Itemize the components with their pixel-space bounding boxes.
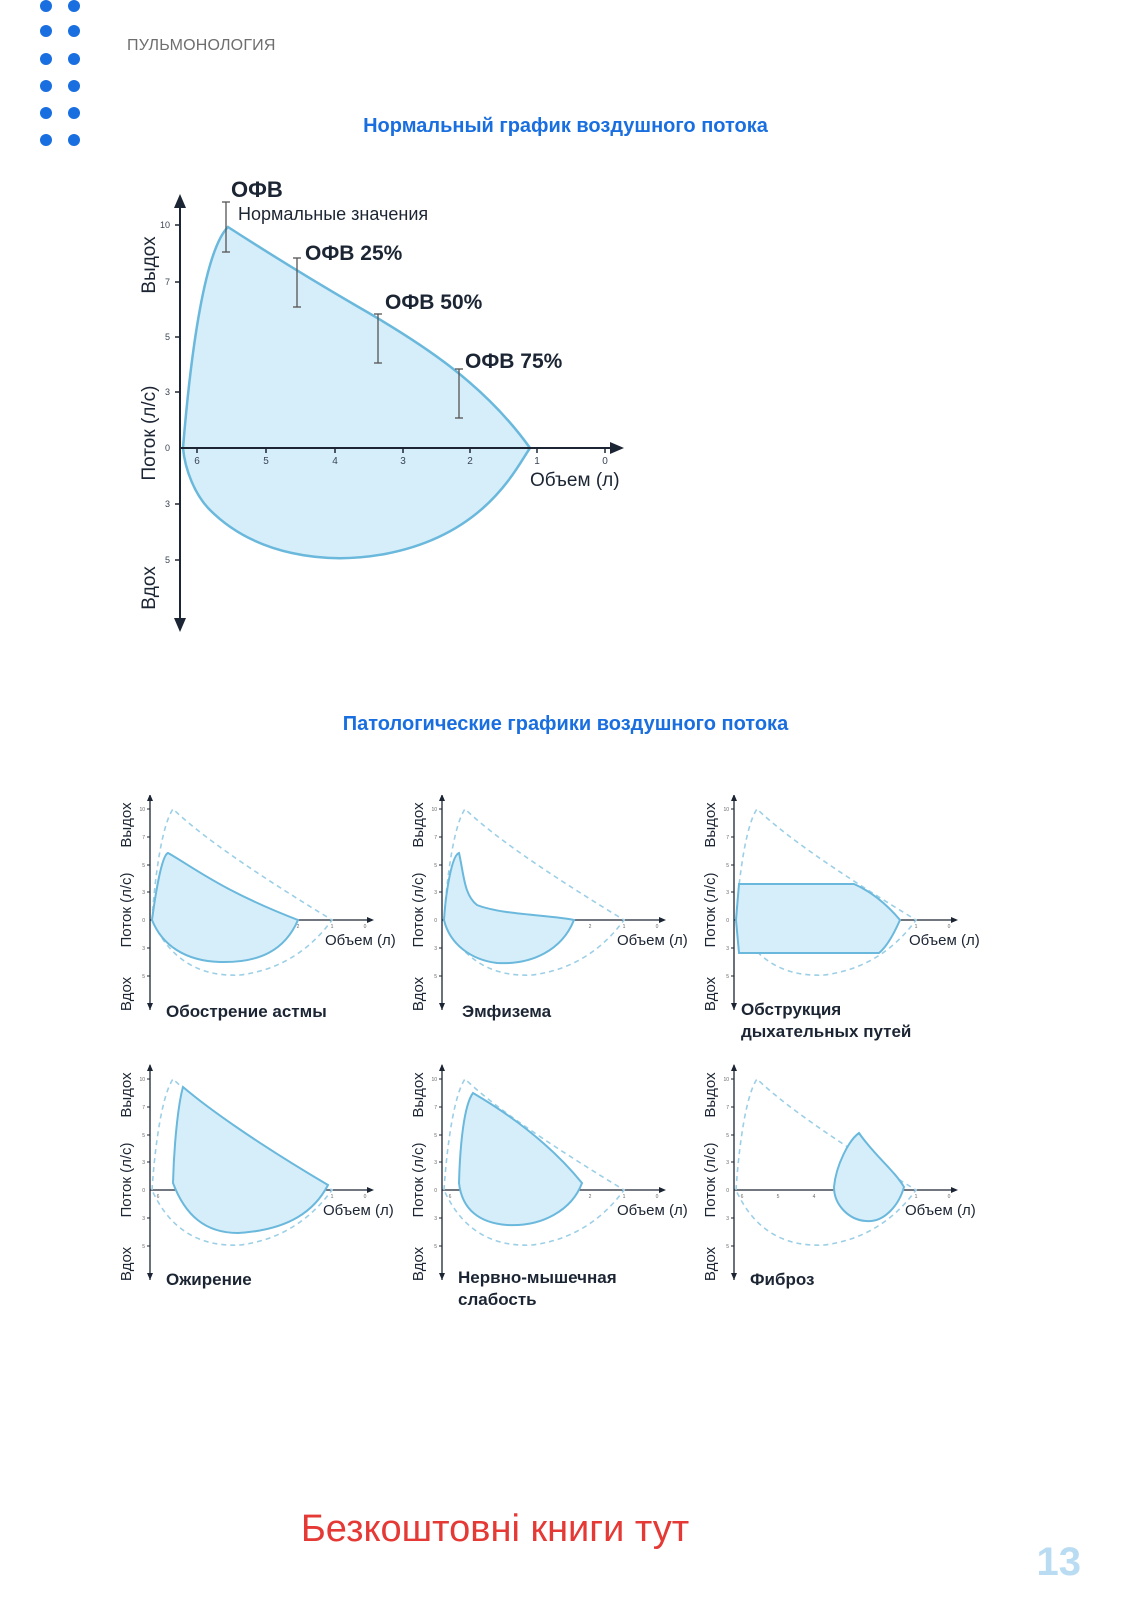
chart-emphysema (430, 795, 667, 1011)
y-tick-label: 0 (165, 443, 170, 453)
y-tick-label: 7 (165, 277, 170, 287)
svg-text:Вдох: Вдох (702, 1246, 719, 1281)
chart-neuromuscular (430, 1063, 667, 1281)
svg-text:Вдох: Вдох (702, 976, 719, 1011)
section-label: ПУЛЬМОНОЛОГИЯ (127, 37, 276, 54)
y-tick-label: 10 (160, 220, 170, 230)
chart-fibrosis (722, 1063, 959, 1281)
y-axis-exhale-label: Выдох (139, 236, 160, 294)
fev50-label: ОФВ 50% (385, 291, 483, 314)
x-tick-label: 3 (400, 456, 406, 467)
page-number: 13 (1036, 1540, 1082, 1584)
caption-obstruction-2: дыхательных путей (741, 1022, 911, 1041)
svg-text:Поток (л/с): Поток (л/с) (702, 873, 719, 948)
y-tick-label: 3 (165, 499, 170, 509)
x-tick-label: 6 (194, 456, 200, 467)
x-tick-label: 4 (332, 456, 338, 467)
caption-obesity: Ожирение (166, 1270, 252, 1289)
y-tick-label: 3 (165, 387, 170, 397)
x-tick-label: 2 (467, 456, 473, 467)
free-books-link[interactable]: Безкоштовні книги тут (300, 1508, 690, 1550)
fev75-label: ОФВ 75% (465, 350, 563, 373)
y-axis-flow-label: Поток (л/с) (139, 386, 160, 481)
svg-text:Выдох: Выдох (118, 802, 135, 848)
svg-text:Поток (л/с): Поток (л/с) (702, 1143, 719, 1218)
svg-text:Объем (л): Объем (л) (325, 932, 396, 949)
svg-text:Объем (л): Объем (л) (323, 1202, 394, 1219)
caption-obstruction-1: Обструкция (741, 1000, 841, 1019)
x-tick-label: 5 (263, 456, 269, 467)
svg-text:Выдох: Выдох (410, 1072, 427, 1118)
fev-normal-note: Нормальные значения (238, 204, 428, 224)
fev25-label: ОФВ 25% (305, 242, 403, 265)
x-tick-label: 1 (534, 456, 540, 467)
y-tick-label: 5 (165, 332, 170, 342)
x-tick-label: 0 (602, 456, 608, 467)
pathological-heading: Патологические графики воздушного потока (342, 713, 789, 735)
svg-text:Вдох: Вдох (118, 1246, 135, 1281)
svg-text:Поток (л/с): Поток (л/с) (410, 1143, 427, 1218)
caption-emphysema: Эмфизема (462, 1002, 552, 1021)
caption-fibrosis: Фиброз (750, 1270, 814, 1289)
y-axis-inhale-label: Вдох (139, 566, 160, 610)
normal-chart-heading: Нормальный график воздушного потока (363, 115, 768, 137)
y-tick-label: 5 (165, 555, 170, 565)
fev-peak-label: ОФВ (231, 177, 283, 202)
svg-text:Объем (л): Объем (л) (617, 932, 688, 949)
chart-airway-obstruction (722, 795, 959, 1011)
svg-text:Объем (л): Объем (л) (617, 1202, 688, 1219)
svg-text:Поток (л/с): Поток (л/с) (410, 873, 427, 948)
flow-volume-loop (181, 225, 532, 560)
svg-text:Вдох: Вдох (410, 976, 427, 1011)
chart-obesity (138, 1063, 375, 1281)
x-axis-label: Объем (л) (530, 470, 620, 491)
caption-neuromuscular-2: слабость (458, 1290, 537, 1309)
caption-asthma: Обострение астмы (166, 1002, 327, 1021)
svg-text:Вдох: Вдох (410, 1246, 427, 1281)
svg-text:Объем (л): Объем (л) (905, 1202, 976, 1219)
svg-text:Объем (л): Объем (л) (909, 932, 980, 949)
svg-text:Выдох: Выдох (702, 802, 719, 848)
normal-flow-volume-chart: 10 7 5 3 0 3 5 6 5 4 3 2 1 0 Выдох Поток… (139, 177, 624, 632)
chart-asthma (138, 795, 375, 1011)
svg-text:Вдох: Вдох (118, 976, 135, 1011)
svg-text:Выдох: Выдох (410, 802, 427, 848)
svg-text:Поток (л/с): Поток (л/с) (118, 1143, 135, 1218)
svg-text:Выдох: Выдох (702, 1072, 719, 1118)
caption-neuromuscular-1: Нервно-мышечная (458, 1268, 617, 1287)
svg-text:Выдох: Выдох (118, 1072, 135, 1118)
svg-text:Поток (л/с): Поток (л/с) (118, 873, 135, 948)
